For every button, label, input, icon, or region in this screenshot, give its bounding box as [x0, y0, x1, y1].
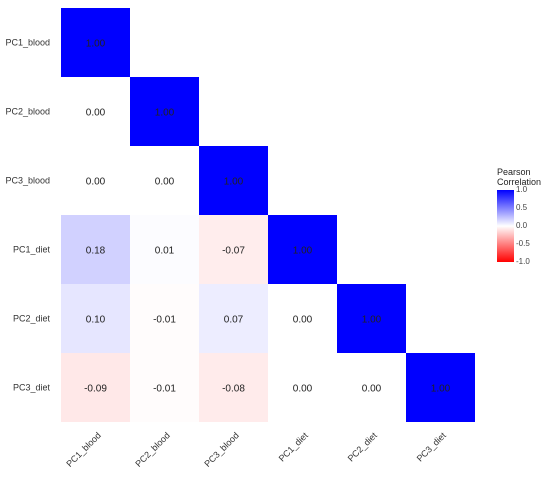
heatmap-cell: [199, 215, 268, 284]
cell-value-label: -0.07: [222, 246, 245, 257]
cell-value-label: 1.00: [362, 315, 382, 326]
cell-value-label: 0.00: [86, 177, 106, 188]
y-tick-label: PC3_diet: [13, 383, 51, 393]
legend-title-line1: Pearson: [497, 167, 531, 177]
cell-value-label: -0.01: [153, 315, 176, 326]
heatmap-cell: [61, 8, 130, 77]
heatmap-cell: [199, 284, 268, 353]
x-tick-label: PC2_diet: [346, 430, 380, 464]
cell-value-label: 0.00: [86, 108, 106, 119]
heatmap-cell: [199, 353, 268, 422]
heatmap-cell: [61, 284, 130, 353]
heatmap-cell: [130, 77, 199, 146]
cell-value-label: -0.09: [84, 384, 107, 395]
cell-value-label: 1.00: [86, 39, 106, 50]
x-tick-label: PC3_diet: [415, 430, 449, 464]
cell-value-label: 0.00: [293, 384, 313, 395]
cell-value-label: 1.00: [431, 384, 451, 395]
color-legend: Pearson Correlation 1.0 0.5 0.0 -0.5 -1.…: [497, 167, 550, 266]
cell-value-label: -0.08: [222, 384, 245, 395]
heatmap-cell: [268, 284, 337, 353]
cell-value-label: 0.00: [155, 177, 175, 188]
heatmap-cell: [130, 215, 199, 284]
cell-value-label: 1.00: [155, 108, 175, 119]
legend-title-line2: Correlation: [497, 177, 542, 187]
heatmap-cell: [130, 284, 199, 353]
x-tick-label: PC1_diet: [277, 430, 311, 464]
cell-value-label: 0.00: [293, 315, 313, 326]
legend-tick: 0.5: [516, 203, 528, 212]
legend-colorbar: [497, 190, 514, 262]
cell-value-label: 0.01: [155, 246, 175, 257]
y-tick-label: PC3_blood: [5, 176, 50, 186]
heatmap-cell: [130, 146, 199, 215]
x-tick-label: PC2_blood: [133, 430, 172, 469]
cell-value-label: 0.10: [86, 315, 106, 326]
x-tick-label: PC3_blood: [202, 430, 241, 469]
y-tick-label: PC1_diet: [13, 245, 51, 255]
legend-tick: 0.0: [516, 221, 528, 230]
x-tick-label: PC1_blood: [64, 430, 103, 469]
heatmap-cell: [61, 353, 130, 422]
y-tick-label: PC2_diet: [13, 314, 51, 324]
heatmap-cell: [61, 215, 130, 284]
heatmap-cell: [130, 353, 199, 422]
y-tick-label: PC2_blood: [5, 107, 50, 117]
heatmap-cell: [199, 146, 268, 215]
heatmap-cell: [337, 284, 406, 353]
heatmap-cell: [268, 353, 337, 422]
cell-value-label: -0.01: [153, 384, 176, 395]
heatmap-cell: [268, 215, 337, 284]
legend-colorbar-wrap: 1.0 0.5 0.0 -0.5 -1.0: [497, 186, 550, 266]
legend-tick: -0.5: [516, 239, 530, 248]
cell-value-label: 0.00: [362, 384, 382, 395]
legend-tick: 1.0: [516, 185, 528, 194]
legend-tick: -1.0: [516, 257, 530, 266]
heatmap-cell: [337, 353, 406, 422]
cell-value-label: 0.18: [86, 246, 106, 257]
heatmap-cell: [61, 146, 130, 215]
cell-value-label: 0.07: [224, 315, 244, 326]
heatmap-cell: [61, 77, 130, 146]
y-tick-label: PC1_blood: [5, 38, 50, 48]
cell-value-label: 1.00: [293, 246, 313, 257]
heatmap-cell: [406, 353, 475, 422]
cell-value-label: 1.00: [224, 177, 244, 188]
